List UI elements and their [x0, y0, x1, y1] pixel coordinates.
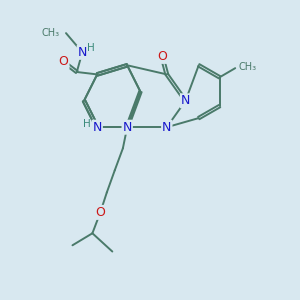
Text: O: O — [59, 56, 68, 68]
Text: O: O — [95, 206, 105, 219]
Text: H: H — [83, 119, 91, 129]
Text: H: H — [87, 43, 94, 52]
Text: CH₃: CH₃ — [238, 62, 256, 72]
Text: N: N — [78, 46, 87, 59]
Text: O: O — [157, 50, 167, 63]
Text: N: N — [92, 121, 102, 134]
Text: N: N — [162, 121, 172, 134]
Text: N: N — [122, 121, 132, 134]
Text: N: N — [181, 94, 190, 107]
Text: CH₃: CH₃ — [41, 28, 59, 38]
